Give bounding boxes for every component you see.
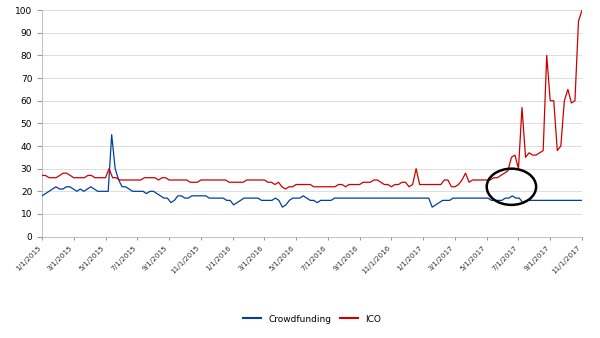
Legend: Crowdfunding, ICO: Crowdfunding, ICO xyxy=(239,311,385,327)
